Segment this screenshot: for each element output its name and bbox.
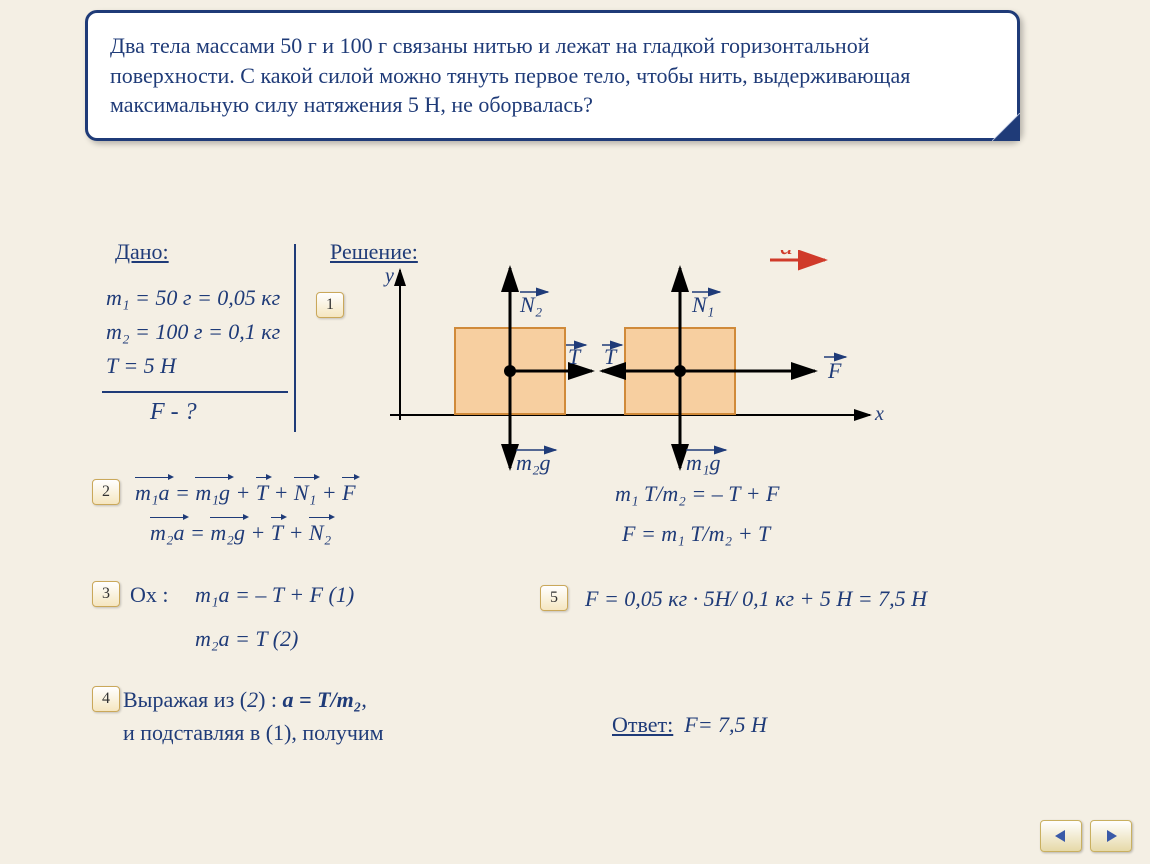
label-N2: N₂: [519, 292, 543, 317]
label-N1: N₁: [691, 292, 714, 317]
step-box-3: 3: [92, 581, 120, 607]
step-box-4: 4: [92, 686, 120, 712]
given-m2: m₂ = 100 г = 0,1 кг: [106, 315, 280, 349]
label-m1g: m₁g: [686, 450, 721, 475]
axis-y-label: y: [383, 265, 394, 287]
label-F: F: [827, 358, 842, 383]
answer-value: F= 7,5 H: [684, 712, 767, 737]
given-m1: m₁ = 50 г = 0,05 кг: [106, 281, 280, 315]
label-a: a: [780, 250, 793, 260]
label-T2: T: [604, 344, 618, 369]
subst-line: и подставляя в (1), получим: [123, 720, 384, 746]
given-block: m₁ = 50 г = 0,05 кг m₂ = 100 г = 0,1 кг …: [106, 281, 280, 383]
step-box-2: 2: [92, 479, 120, 505]
answer-line: Ответ: F= 7,5 H: [612, 712, 767, 738]
eq-2a: m₁a = m₁g + T + N₁ + F: [135, 480, 356, 506]
label-m2g: m₂g: [516, 450, 551, 475]
label-T1: T: [568, 344, 582, 369]
derive-line: Выражая из (2) : a = T/m₂,: [123, 687, 367, 713]
eq-3a: m₁a = – T + F (1): [195, 582, 354, 608]
eq-2b: m₂a = m₂g + T + N₂: [150, 520, 331, 546]
given-label: Дано:: [115, 239, 169, 265]
given-vertical-divider: [294, 244, 296, 432]
find-line: F - ?: [150, 399, 197, 426]
given-divider: [102, 391, 288, 393]
nav-next-button[interactable]: [1090, 820, 1132, 852]
eq-3b: m₂a = T (2): [195, 626, 298, 652]
eq-r2: F = m₁ T/m₂ + T: [622, 521, 770, 547]
step-box-1: 1: [316, 292, 344, 318]
eq-5: F = 0,05 кг · 5H/ 0,1 кг + 5 Н = 7,5 H: [585, 586, 927, 612]
arrow-right-icon: [1107, 830, 1117, 842]
step-box-5: 5: [540, 585, 568, 611]
arrow-left-icon: [1055, 830, 1065, 842]
answer-label: Ответ:: [612, 712, 673, 737]
problem-text: Два тела массами 50 г и 100 г связаны ни…: [110, 31, 995, 120]
force-diagram: y x N₂ N₁ T T F m₂g m₁g a: [380, 250, 880, 480]
nav-prev-button[interactable]: [1040, 820, 1082, 852]
axis-x-label: x: [874, 403, 884, 425]
given-T: T = 5 H: [106, 349, 280, 383]
problem-box: Два тела массами 50 г и 100 г связаны ни…: [85, 10, 1020, 141]
ox-label: Ох :: [130, 582, 169, 608]
